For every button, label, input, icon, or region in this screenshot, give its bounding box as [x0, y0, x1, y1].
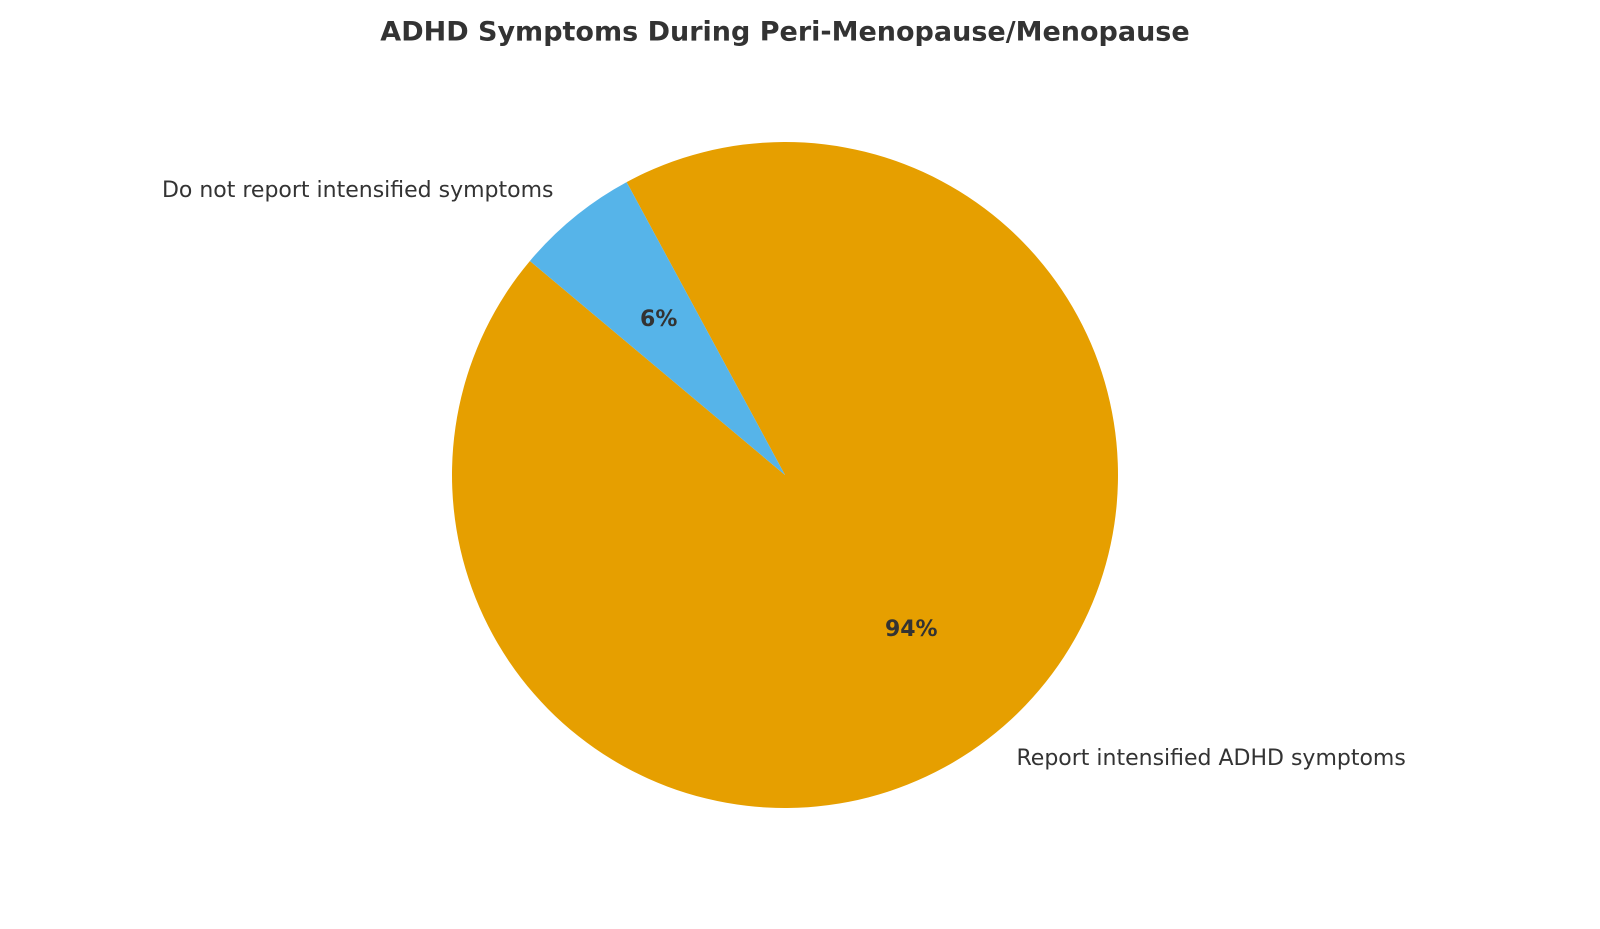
value-label: 94% [885, 617, 938, 642]
value-label: 6% [640, 307, 677, 332]
pie-slice [452, 142, 1119, 809]
slice-label: Do not report intensified symptoms [162, 178, 554, 203]
slice-label: Report intensified ADHD symptoms [1017, 746, 1406, 771]
chart-title: ADHD Symptoms During Peri-Menopause/Meno… [380, 17, 1189, 48]
pie-slice [529, 182, 785, 475]
